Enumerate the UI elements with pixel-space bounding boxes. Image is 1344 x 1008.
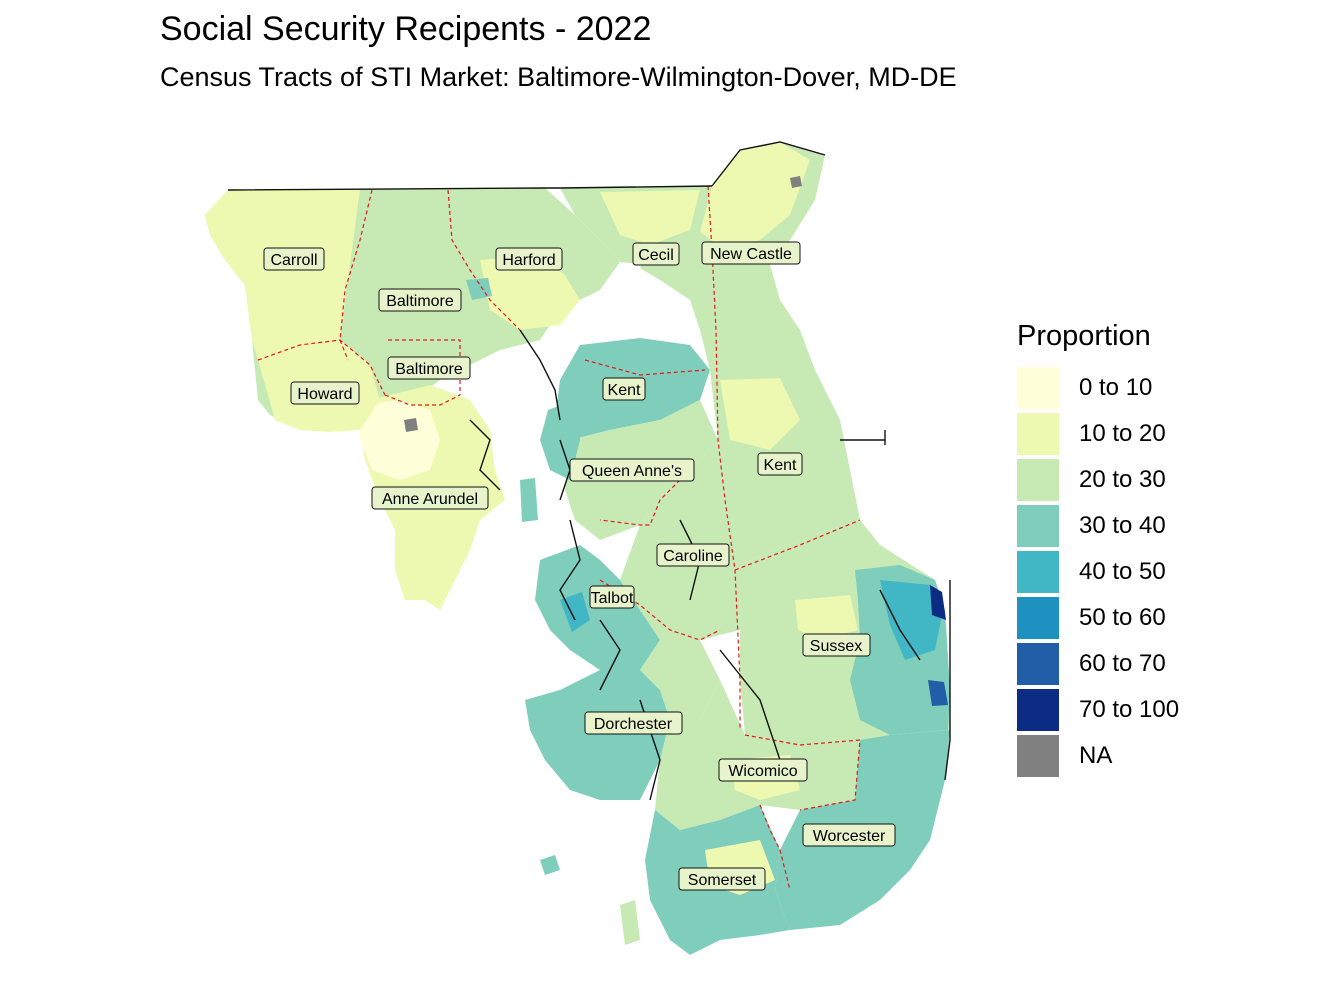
county-label-kent-de: Kent [757,452,803,476]
legend-label: 60 to 70 [1079,650,1166,677]
county-label-carroll: Carroll [263,247,325,271]
region-baltimore-city [360,400,440,480]
legend-item: 20 to 30 [1017,457,1277,503]
region-wicomico [655,680,860,830]
region-harford-teal [466,278,492,300]
county-name: Sussex [810,638,862,655]
legend-label: 10 to 20 [1079,420,1166,447]
legend-item: 40 to 50 [1017,549,1277,595]
region-sussex-mid [928,680,948,706]
region-cecil-light [600,190,700,245]
county-label-caroline: Caroline [656,543,730,567]
legend-item: 10 to 20 [1017,411,1277,457]
county-label-queen-annes: Queen Anne's [569,458,695,482]
county-label-worcester: Worcester [802,823,896,847]
map-title: Social Security Recipents - 2022 [160,10,652,48]
legend-label: 30 to 40 [1079,512,1166,539]
county-name: Dorchester [594,716,673,733]
legend-item: NA [1017,733,1277,779]
legend-swatch [1017,735,1059,777]
county-name: Howard [297,386,352,403]
county-label-anne-arundel: Anne Arundel [371,486,489,510]
legend: Proportion 0 to 10 10 to 20 20 to 30 30 to … [1017,320,1277,779]
legend-items: 0 to 10 10 to 20 20 to 30 30 to 40 40 to 50 5… [1017,365,1277,779]
legend-item: 30 to 40 [1017,503,1277,549]
county-name: Baltimore [395,361,463,378]
legend-swatch [1017,689,1059,731]
county-label-talbot: Talbot [589,585,635,609]
legend-swatch [1017,643,1059,685]
map-subtitle: Census Tracts of STI Market: Baltimore-W… [160,62,957,92]
county-name: Kent [608,382,641,399]
region-dorchester-light [640,640,720,720]
waterways [227,141,951,801]
island-3 [520,478,538,522]
legend-swatch [1017,505,1059,547]
region-caroline [620,440,740,640]
legend-label: 50 to 60 [1079,604,1166,631]
county-label-sussex: Sussex [802,633,871,657]
island-2 [620,900,640,945]
county-name: Harford [502,252,555,269]
region-na-north [790,176,802,188]
county-name: Anne Arundel [382,491,478,508]
county-label-new-castle: New Castle [701,241,801,265]
county-label-cecil: Cecil [632,242,680,266]
county-label-dorchester: Dorchester [584,711,683,735]
county-name: Talbot [591,590,634,607]
region-sussex-light [795,595,858,640]
county-name: New Castle [710,246,792,263]
legend-label: 40 to 50 [1079,558,1166,585]
region-carroll-light [205,189,360,360]
legend-item: 60 to 70 [1017,641,1277,687]
county-name: Worcester [813,828,886,845]
county-name: Somerset [688,872,757,889]
county-label-kent-md: Kent [602,377,646,401]
county-label-harford: Harford [495,247,563,271]
legend-swatch [1017,413,1059,455]
county-label-baltimore: Baltimore [378,288,462,312]
county-labels: Carroll Harford Cecil New Castle Baltimo… [263,241,896,891]
region-new-castle-light [700,142,810,250]
legend-item: 0 to 10 [1017,365,1277,411]
legend-item: 50 to 60 [1017,595,1277,641]
legend-swatch [1017,367,1059,409]
legend-label: 0 to 10 [1079,374,1153,401]
region-sussex-coast-blue [880,580,942,660]
region-na-baltimore [404,418,418,432]
legend-swatch [1017,551,1059,593]
county-name: Queen Anne's [582,463,682,480]
legend-swatch [1017,597,1059,639]
region-sussex-dark [930,585,946,620]
county-name: Cecil [638,247,674,264]
county-name: Wicomico [728,763,797,780]
county-label-somerset: Somerset [678,867,766,891]
county-name: Carroll [270,252,317,269]
legend-label: 20 to 30 [1079,466,1166,493]
legend-label: NA [1079,742,1113,769]
county-name: Kent [764,457,797,474]
region-talbot-mid [560,592,590,632]
county-label-baltimore-city: Baltimore [387,356,471,380]
legend-item: 70 to 100 [1017,687,1277,733]
region-harford-light [480,255,580,330]
county-name: Caroline [663,548,723,565]
island-1 [540,855,560,875]
legend-swatch [1017,459,1059,501]
county-label-howard: Howard [290,381,360,405]
county-name: Baltimore [386,293,454,310]
region-dorchester [525,670,670,800]
legend-title: Proportion [1017,320,1151,352]
region-kent-de-light [720,378,800,450]
county-label-wicomico: Wicomico [718,758,808,782]
legend-label: 70 to 100 [1079,696,1180,723]
